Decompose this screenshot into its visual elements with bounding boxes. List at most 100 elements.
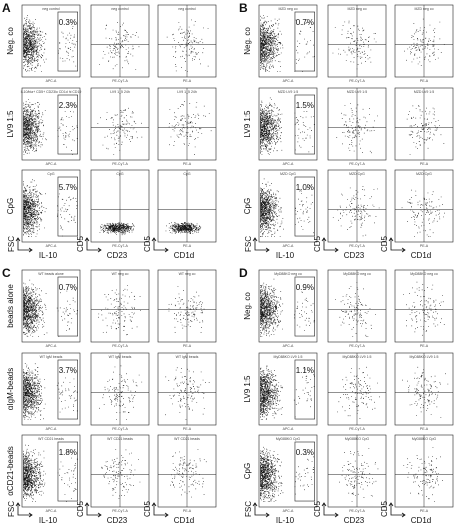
plot-title: WT CD21 beads xyxy=(38,437,64,441)
plot-axis-label: APC-A xyxy=(283,344,294,348)
row-label: Neg. co xyxy=(243,27,252,55)
plot-title: WT IgM beads xyxy=(40,355,63,359)
plot-frame xyxy=(21,87,81,161)
plot-title: MZD LV9 1:5 xyxy=(278,90,298,94)
axis-arrow xyxy=(388,237,406,253)
plot-axis-label: PE-Cy7-A xyxy=(349,427,365,431)
dots xyxy=(260,278,315,337)
plot-axis-label: PE-Cy7-A xyxy=(112,244,128,248)
dots xyxy=(260,365,315,420)
gate xyxy=(294,11,315,72)
dots xyxy=(101,449,141,499)
row-label: αIgM-beads xyxy=(6,368,15,410)
dots xyxy=(99,22,140,70)
plot-axis-label: PE-Cy7-A xyxy=(349,244,365,248)
plot-title: MZD CpG xyxy=(280,172,296,176)
plot-frame xyxy=(21,434,81,508)
gate-percent: 0.9% xyxy=(296,283,314,292)
gate-percent: 0.7% xyxy=(59,283,77,292)
dots xyxy=(168,101,212,155)
gate-percent: 3.7% xyxy=(59,366,77,375)
dots xyxy=(260,178,314,237)
plot-title: neg control xyxy=(42,7,60,11)
axis-arrow xyxy=(15,237,33,253)
axis-arrow xyxy=(321,237,339,253)
axis-arrow xyxy=(15,502,33,518)
axis-x-label: CD1d xyxy=(174,251,194,260)
axis-y-label: FSC xyxy=(7,501,16,517)
plot-frame xyxy=(258,87,318,161)
gate-percent: 5.7% xyxy=(59,183,77,192)
plot-axis-label: PE-A xyxy=(183,427,192,431)
axis-y-label: FSC xyxy=(244,236,253,252)
axis-y-label: CD5 xyxy=(76,235,85,252)
gate-percent: 1.5% xyxy=(296,101,314,110)
gate xyxy=(294,441,315,502)
row-label: LV9 1:5 xyxy=(243,110,252,138)
axis-x-label: CD1d xyxy=(411,516,431,525)
dots xyxy=(99,222,135,236)
dots xyxy=(332,186,380,237)
plot-axis-label: PE-A xyxy=(420,162,429,166)
axis-arrow xyxy=(252,502,270,518)
plot-title: WT beads alone xyxy=(38,272,63,276)
gate-percent: 1.1% xyxy=(296,366,314,375)
gate-percent: 0.3% xyxy=(296,448,314,457)
plot-frame xyxy=(258,169,318,243)
axis-arrow xyxy=(84,237,102,253)
dots xyxy=(98,285,141,336)
plot-axis-label: PE-A xyxy=(183,509,192,513)
row-label: CpG xyxy=(6,198,15,214)
plot-axis-label: APC-A xyxy=(283,244,294,248)
dots xyxy=(23,15,78,72)
row-label: Neg. co xyxy=(243,292,252,320)
gate xyxy=(294,276,315,337)
plot-title: IL10/bia+ CD5+ CD23lo CD1d hi CD19 xyxy=(21,90,82,94)
plot-frame xyxy=(258,352,318,426)
row-label: CpG xyxy=(243,463,252,479)
gate xyxy=(294,94,315,155)
axis-y-label: CD5 xyxy=(313,500,322,517)
plot-axis-label: PE-A xyxy=(183,244,192,248)
gate xyxy=(57,276,78,337)
plot-axis-label: PE-A xyxy=(183,79,192,83)
plot-axis-label: PE-A xyxy=(420,79,429,83)
plot-axis-label: PE-Cy7-A xyxy=(112,79,128,83)
gate-percent: 2.3% xyxy=(59,101,77,110)
plot-axis-label: PE-A xyxy=(420,509,429,513)
dots xyxy=(165,222,202,234)
row-label: Neg. co xyxy=(6,27,15,55)
gate-percent: 1.8% xyxy=(59,448,77,457)
axis-x-label: CD23 xyxy=(107,251,128,260)
dots xyxy=(165,367,210,420)
axis-x-label: IL-10 xyxy=(39,251,58,260)
axis-y-label: CD5 xyxy=(380,500,389,517)
plot-axis-label: PE-A xyxy=(183,344,192,348)
plot-frame xyxy=(21,352,81,426)
dots xyxy=(260,15,315,72)
gate xyxy=(57,11,78,72)
gate-percent: 0.7% xyxy=(296,18,314,27)
gate-percent: 1.0% xyxy=(296,183,314,192)
plot-axis-label: PE-A xyxy=(420,244,429,248)
axis-x-label: IL-10 xyxy=(39,516,58,525)
axis-arrow xyxy=(388,502,406,518)
axis-arrow xyxy=(151,237,169,253)
axis-x-label: CD23 xyxy=(344,516,365,525)
dots xyxy=(401,189,445,237)
plot-frame xyxy=(21,269,81,343)
axis-x-label: IL-10 xyxy=(276,251,295,260)
plot-axis-label: PE-A xyxy=(420,344,429,348)
dots xyxy=(332,20,377,70)
plot-axis-label: PE-Cy7-A xyxy=(349,344,365,348)
row-label: beads alone xyxy=(6,284,15,328)
panel-label: D xyxy=(239,266,248,280)
plot-title: MyD88KO LV9 1:5 xyxy=(274,355,303,359)
axis-y-label: CD5 xyxy=(143,500,152,517)
plot-axis-label: APC-A xyxy=(46,162,57,166)
dots xyxy=(23,279,78,337)
axis-y-label: CD5 xyxy=(143,235,152,252)
dots xyxy=(166,19,209,72)
plot-axis-label: APC-A xyxy=(283,162,294,166)
